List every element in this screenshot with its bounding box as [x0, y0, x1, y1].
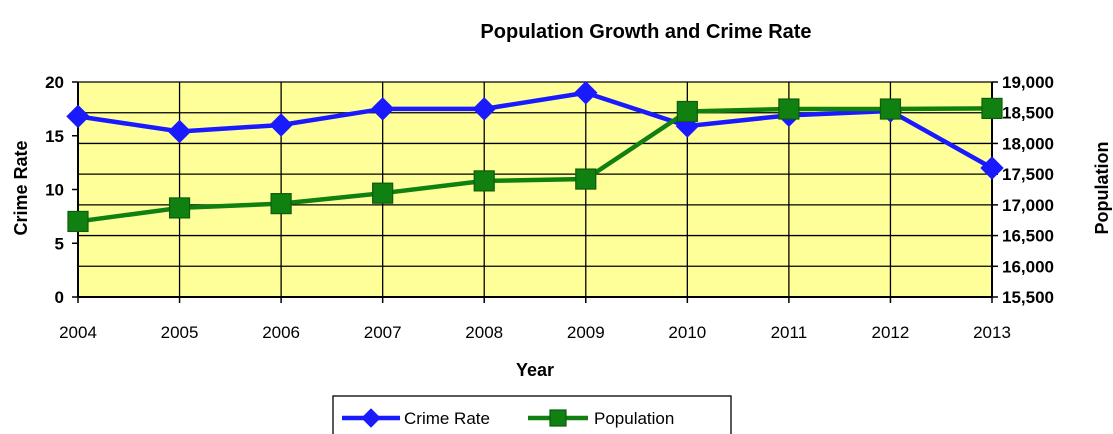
crime-rate-point	[66, 104, 90, 129]
x-tick-label: 2012	[872, 323, 910, 342]
x-tick-label: 2008	[465, 323, 503, 342]
legend-population-marker	[549, 409, 567, 427]
crime-rate-point	[370, 97, 395, 121]
crime-rate-point	[980, 156, 1004, 180]
x-tick-label: 2004	[59, 323, 97, 342]
y-left-tick-label: 0	[55, 288, 64, 307]
y-right-tick-label: 15,500	[1002, 288, 1054, 307]
crime-rate-point	[167, 119, 192, 144]
population-point	[981, 97, 1003, 120]
population-point	[575, 168, 597, 190]
legend: Crime Rate Population	[332, 395, 732, 434]
population-point	[676, 100, 698, 123]
population-point	[270, 193, 292, 215]
plot-area	[78, 82, 992, 297]
y-right-tick-label: 16,500	[1002, 227, 1054, 246]
x-tick-label: 2005	[161, 323, 199, 342]
legend-crime-rate-label: Crime Rate	[404, 409, 490, 428]
series-layer	[66, 81, 1004, 233]
x-axis-title: Year	[516, 360, 554, 380]
population-line	[77, 106, 993, 224]
y-left-tick-label: 15	[45, 127, 64, 146]
crime-rate-point	[472, 97, 496, 121]
x-tick-label: 2010	[668, 323, 706, 342]
y-right-tick-label: 17,500	[1002, 165, 1054, 184]
crime-rate-point	[269, 113, 293, 137]
y-right-tick-label: 17,000	[1002, 196, 1054, 215]
population-point	[473, 170, 495, 192]
x-tick-label: 2007	[364, 323, 402, 342]
y-left-tick-label: 10	[45, 181, 64, 200]
population-point	[372, 182, 394, 204]
tick-labels: 0 5 10 15 20 15,500 16,000 16,500 17,000 17,500 18…	[45, 73, 1054, 342]
y-right-tick-label: 19,000	[1002, 73, 1054, 92]
x-tick-label: 2011	[771, 323, 808, 342]
x-tick-label: 2013	[973, 323, 1011, 342]
population-point	[879, 98, 902, 120]
legend-population-label: Population	[594, 409, 674, 428]
x-tick-label: 2009	[567, 323, 605, 342]
population-point	[67, 210, 89, 233]
population-point	[778, 98, 800, 120]
legend-box	[332, 395, 732, 434]
y-right-tick-label: 18,500	[1002, 104, 1054, 123]
y-left-tick-label: 5	[55, 234, 64, 253]
y-axis-right-title: Population	[1092, 142, 1112, 235]
x-tick-label: 2006	[262, 323, 300, 342]
y-left-tick-label: 20	[45, 73, 64, 92]
y-right-tick-label: 16,000	[1002, 257, 1054, 276]
chart-title: Population Growth and Crime Rate	[480, 21, 811, 43]
y-right-tick-label: 18,000	[1002, 134, 1054, 153]
y-axis-left-title: Crime Rate	[11, 140, 31, 235]
population-point	[168, 197, 191, 219]
legend-crime-rate-marker	[361, 408, 381, 428]
crime-rate-point	[574, 81, 598, 105]
crime-rate-line	[77, 90, 994, 170]
